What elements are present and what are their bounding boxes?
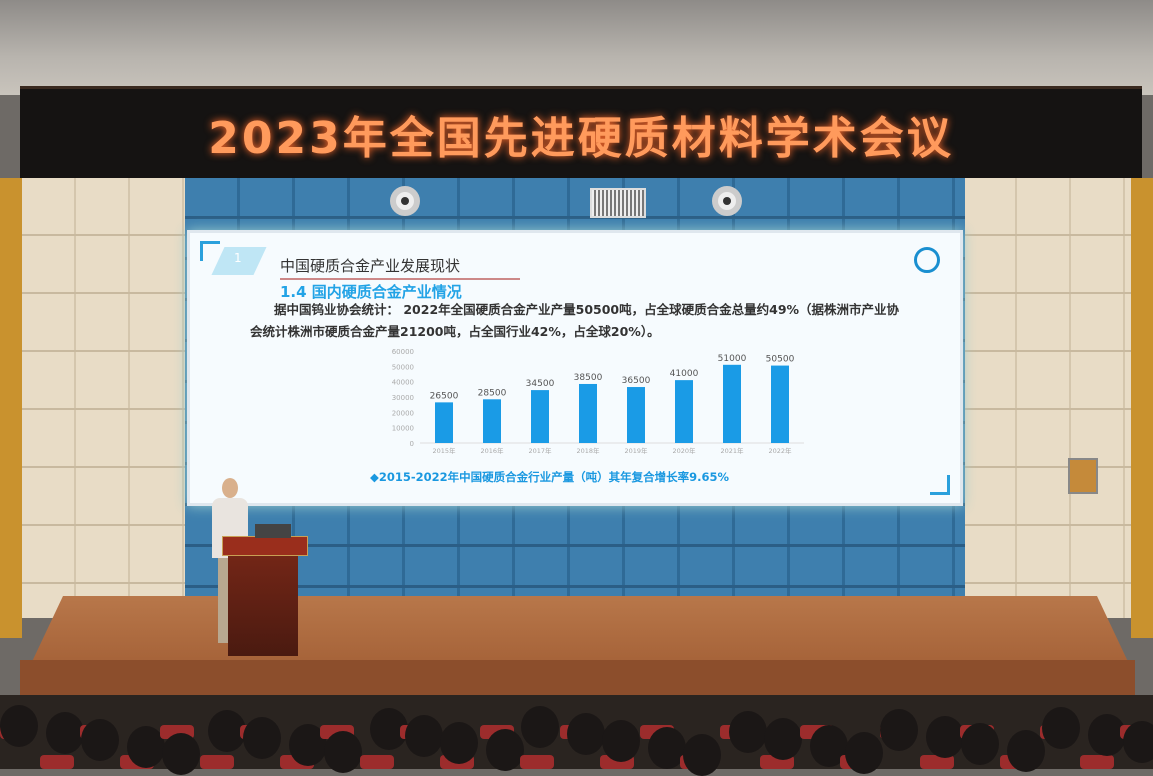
section-heading: 1.4 国内硬质合金产业情况 — [280, 283, 462, 301]
audience — [0, 695, 1153, 776]
audience-head — [81, 719, 119, 761]
x-tick-label: 2016年 — [480, 446, 504, 455]
side-wall-right — [1131, 178, 1153, 638]
bar — [531, 390, 549, 443]
wall-switch-panel — [1068, 458, 1098, 494]
y-tick-label: 20000 — [392, 409, 414, 417]
slide-body-text: 据中国钨业协会统计： 2022年全国硬质合金产业产量50500吨，占全球硬质合金… — [250, 302, 900, 339]
audience-head — [486, 729, 524, 771]
audience-head — [162, 733, 200, 775]
audience-head — [127, 726, 165, 768]
y-tick-label: 10000 — [392, 425, 414, 433]
y-tick-label: 0 — [410, 440, 414, 448]
x-tick-label: 2015年 — [432, 446, 456, 455]
audience-head — [521, 706, 559, 748]
speaker-icon — [712, 186, 742, 216]
side-wall-left — [0, 178, 22, 638]
audience-head — [1007, 730, 1045, 772]
wall-panels-left — [22, 178, 187, 618]
seat — [1080, 755, 1114, 769]
seat — [360, 755, 394, 769]
data-label: 41000 — [670, 369, 699, 379]
data-label: 38500 — [574, 373, 603, 383]
x-tick-label: 2021年 — [720, 446, 744, 455]
x-tick-label: 2018年 — [576, 446, 600, 455]
audience-head — [324, 731, 362, 773]
chart-caption: ◆2015-2022年中国硬质合金行业产量（吨）其年复合增长率9.65% — [370, 470, 730, 484]
audience-head — [208, 710, 246, 752]
bar — [579, 383, 597, 443]
audience-head — [405, 715, 443, 757]
seat — [520, 755, 554, 769]
data-label: 34500 — [526, 379, 555, 389]
data-label: 50500 — [766, 355, 795, 365]
data-label: 51000 — [718, 354, 747, 364]
y-tick-label: 40000 — [392, 379, 414, 387]
audience-head — [1042, 707, 1080, 749]
banner-text: 2023年全国先进硬质材料学术会议 — [208, 112, 954, 164]
audience-head — [567, 713, 605, 755]
corner-decoration — [930, 475, 950, 495]
audience-head — [440, 722, 478, 764]
podium-top — [222, 536, 308, 556]
association-logo — [914, 247, 940, 273]
data-label: 28500 — [478, 388, 507, 398]
laptop — [255, 524, 291, 538]
x-tick-label: 2020年 — [672, 446, 696, 455]
audience-head — [648, 727, 686, 769]
stage-floor — [30, 596, 1130, 666]
seat — [40, 755, 74, 769]
y-tick-label: 50000 — [392, 363, 414, 371]
audience-head — [880, 709, 918, 751]
speaker-icon — [390, 186, 420, 216]
audience-head — [683, 734, 721, 776]
bar — [483, 399, 501, 443]
bar — [723, 364, 741, 443]
led-banner: 2023年全国先进硬质材料学术会议 — [20, 86, 1142, 178]
audience-head — [926, 716, 964, 758]
slide-title: 中国硬质合金产业发展现状 — [280, 255, 520, 280]
bar — [627, 387, 645, 443]
audience-head — [46, 712, 84, 754]
audience-head — [602, 720, 640, 762]
audience-head — [961, 723, 999, 765]
x-tick-label: 2019年 — [624, 446, 648, 455]
bar — [771, 365, 789, 443]
ceiling — [0, 0, 1153, 95]
audience-head — [764, 718, 802, 760]
x-tick-label: 2022年 — [768, 446, 792, 455]
data-label: 26500 — [430, 391, 459, 401]
podium — [228, 538, 298, 656]
production-bar-chart: 0 10000 20000 30000 40000 50000 60000 26500 2015… — [392, 348, 804, 455]
corner-decoration — [200, 241, 220, 261]
audience-head — [243, 717, 281, 759]
air-vent — [590, 188, 646, 218]
audience-head — [0, 705, 38, 747]
y-tick-label: 30000 — [392, 394, 414, 402]
wall-panels-right — [963, 178, 1131, 618]
audience-head — [1123, 721, 1153, 763]
bar — [675, 380, 693, 443]
data-label: 36500 — [622, 376, 651, 386]
y-tick-label: 60000 — [392, 348, 414, 356]
seat — [920, 755, 954, 769]
bar — [435, 402, 453, 443]
audience-head — [1088, 714, 1126, 756]
audience-head — [729, 711, 767, 753]
seat — [200, 755, 234, 769]
slide-number: 1 — [234, 251, 242, 265]
x-tick-label: 2017年 — [528, 446, 552, 455]
projection-screen: 1 中国硬质合金产业发展现状 1.4 国内硬质合金产业情况 据中国钨业协会统计：… — [187, 230, 963, 506]
audience-head — [845, 732, 883, 774]
